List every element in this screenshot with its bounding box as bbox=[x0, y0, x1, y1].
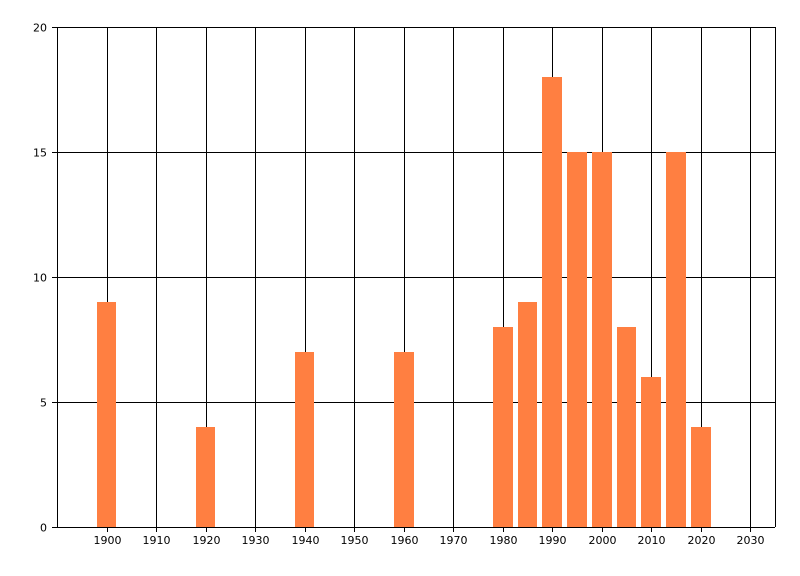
axes bbox=[52, 27, 775, 532]
x-tick-label-2020: 2020 bbox=[688, 534, 716, 547]
x-tick-label-1970: 1970 bbox=[440, 534, 468, 547]
x-tick-label-1920: 1920 bbox=[193, 534, 221, 547]
bar-1990 bbox=[542, 77, 562, 527]
bar-1920 bbox=[196, 427, 215, 527]
x-tick-label-2010: 2010 bbox=[638, 534, 666, 547]
bar-2020 bbox=[691, 427, 711, 527]
x-tick-label-1980: 1980 bbox=[490, 534, 518, 547]
bar-1940 bbox=[295, 352, 314, 527]
x-tick-label-2030: 2030 bbox=[737, 534, 765, 547]
bar-1980 bbox=[493, 327, 513, 527]
y-tick-label-5: 5 bbox=[40, 397, 47, 410]
bar-1995 bbox=[567, 152, 587, 527]
x-tick-label-1910: 1910 bbox=[143, 534, 171, 547]
bar-2000 bbox=[592, 152, 612, 527]
x-tick-label-1930: 1930 bbox=[242, 534, 270, 547]
bar-1960 bbox=[394, 352, 414, 527]
bar-1900 bbox=[97, 302, 116, 527]
x-tick-label-2000: 2000 bbox=[589, 534, 617, 547]
bars bbox=[97, 77, 711, 527]
bar-2005 bbox=[617, 327, 636, 527]
y-tick-label-10: 10 bbox=[33, 272, 47, 285]
bar-1985 bbox=[518, 302, 537, 527]
y-tick-label-20: 20 bbox=[33, 22, 47, 35]
y-tick-label-0: 0 bbox=[40, 522, 47, 535]
x-tick-label-1990: 1990 bbox=[539, 534, 567, 547]
x-tick-label-1950: 1950 bbox=[341, 534, 369, 547]
y-tick-label-15: 15 bbox=[33, 147, 47, 160]
bar-2015 bbox=[666, 152, 686, 527]
x-tick-label-1940: 1940 bbox=[292, 534, 320, 547]
bar-2010 bbox=[641, 377, 661, 527]
x-tick-label-1900: 1900 bbox=[94, 534, 122, 547]
tick-labels: 0 5 10 15 20 1900 1910 1920 1930 1940 1950 1960 1970… bbox=[33, 22, 765, 548]
x-tick-label-1960: 1960 bbox=[391, 534, 419, 547]
